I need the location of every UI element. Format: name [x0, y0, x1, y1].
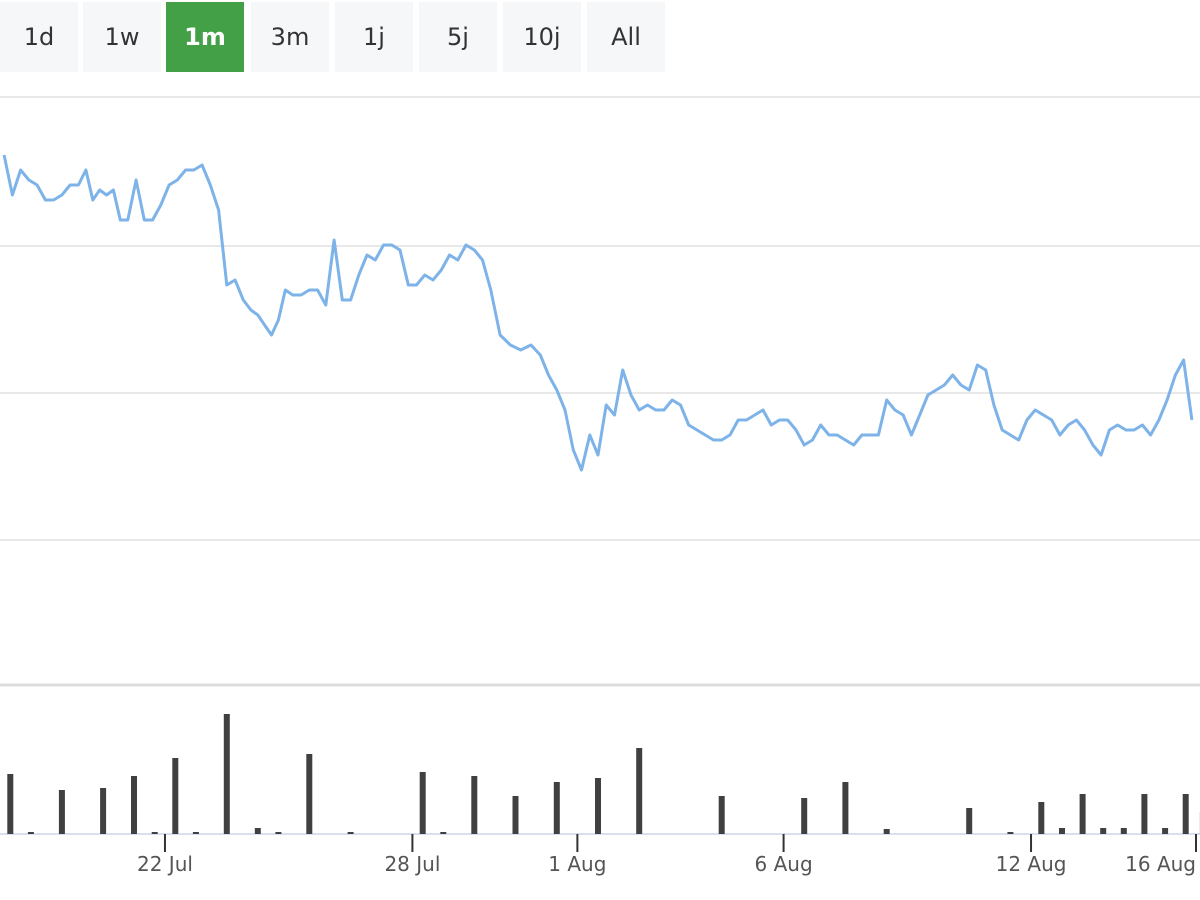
x-tick-label: 6 Aug: [755, 852, 813, 876]
range-button-1m[interactable]: 1m: [166, 2, 244, 72]
volume-bar: [471, 776, 478, 834]
volume-bar: [553, 782, 560, 834]
volume-bar: [100, 788, 107, 834]
volume-bar: [1182, 794, 1189, 834]
volume-bar: [347, 832, 354, 834]
volume-bar: [1162, 828, 1169, 834]
price-line-layer: [2, 154, 1194, 472]
volume-bar: [1059, 828, 1065, 834]
volume-bar: [1100, 828, 1107, 834]
volume-bar: [172, 758, 179, 834]
x-tick-label: 12 Aug: [996, 852, 1067, 876]
volume-bar: [966, 808, 973, 834]
range-button-1j[interactable]: 1j: [335, 2, 413, 72]
price-line: [2, 154, 1194, 472]
x-axis: 22 Jul 28 Jul 1 Aug 6 Aug 12 Aug 16 Aug: [137, 834, 1197, 876]
volume-bar: [1120, 828, 1127, 834]
volume-bar: [801, 798, 808, 834]
volume-bar: [192, 832, 199, 834]
volume-bar: [636, 748, 643, 834]
volume-bar: [718, 796, 725, 834]
range-button-5j[interactable]: 5j: [419, 2, 497, 72]
range-button-1w[interactable]: 1w: [83, 2, 161, 72]
volume-bar: [254, 828, 261, 834]
volume-bar: [595, 778, 601, 834]
volume-bar: [151, 832, 158, 834]
range-button-1d[interactable]: 1d: [0, 2, 78, 72]
volume-bar: [7, 774, 14, 834]
volume-bar: [131, 776, 137, 834]
x-tick-label: 1 Aug: [548, 852, 606, 876]
volume-bar: [419, 772, 426, 834]
volume-bar: [440, 832, 447, 834]
x-tick-label: 28 Jul: [384, 852, 440, 876]
range-button-all[interactable]: All: [587, 2, 665, 72]
volume-bar: [1141, 794, 1148, 834]
range-button-3m[interactable]: 3m: [251, 2, 329, 72]
volume-bar: [1007, 832, 1014, 834]
volume-bar: [512, 796, 519, 834]
volume-bar: [58, 790, 65, 834]
range-button-10j[interactable]: 10j: [503, 2, 581, 72]
volume-bar: [223, 714, 230, 834]
volume-bar: [1079, 794, 1086, 834]
volume-bar: [306, 754, 313, 834]
volume-bar: [1038, 802, 1045, 834]
x-tick-label: 22 Jul: [137, 852, 193, 876]
price-gridlines: [0, 96, 1200, 835]
volume-bar: [27, 832, 34, 834]
volume-bar: [883, 829, 890, 834]
volume-bars: [7, 714, 1200, 834]
volume-bar: [275, 832, 282, 834]
range-selector: 1d 1w 1m 3m 1j 5j 10j All: [0, 0, 1200, 72]
x-tick-label: 16 Aug: [1125, 852, 1196, 876]
volume-bar: [842, 782, 849, 834]
